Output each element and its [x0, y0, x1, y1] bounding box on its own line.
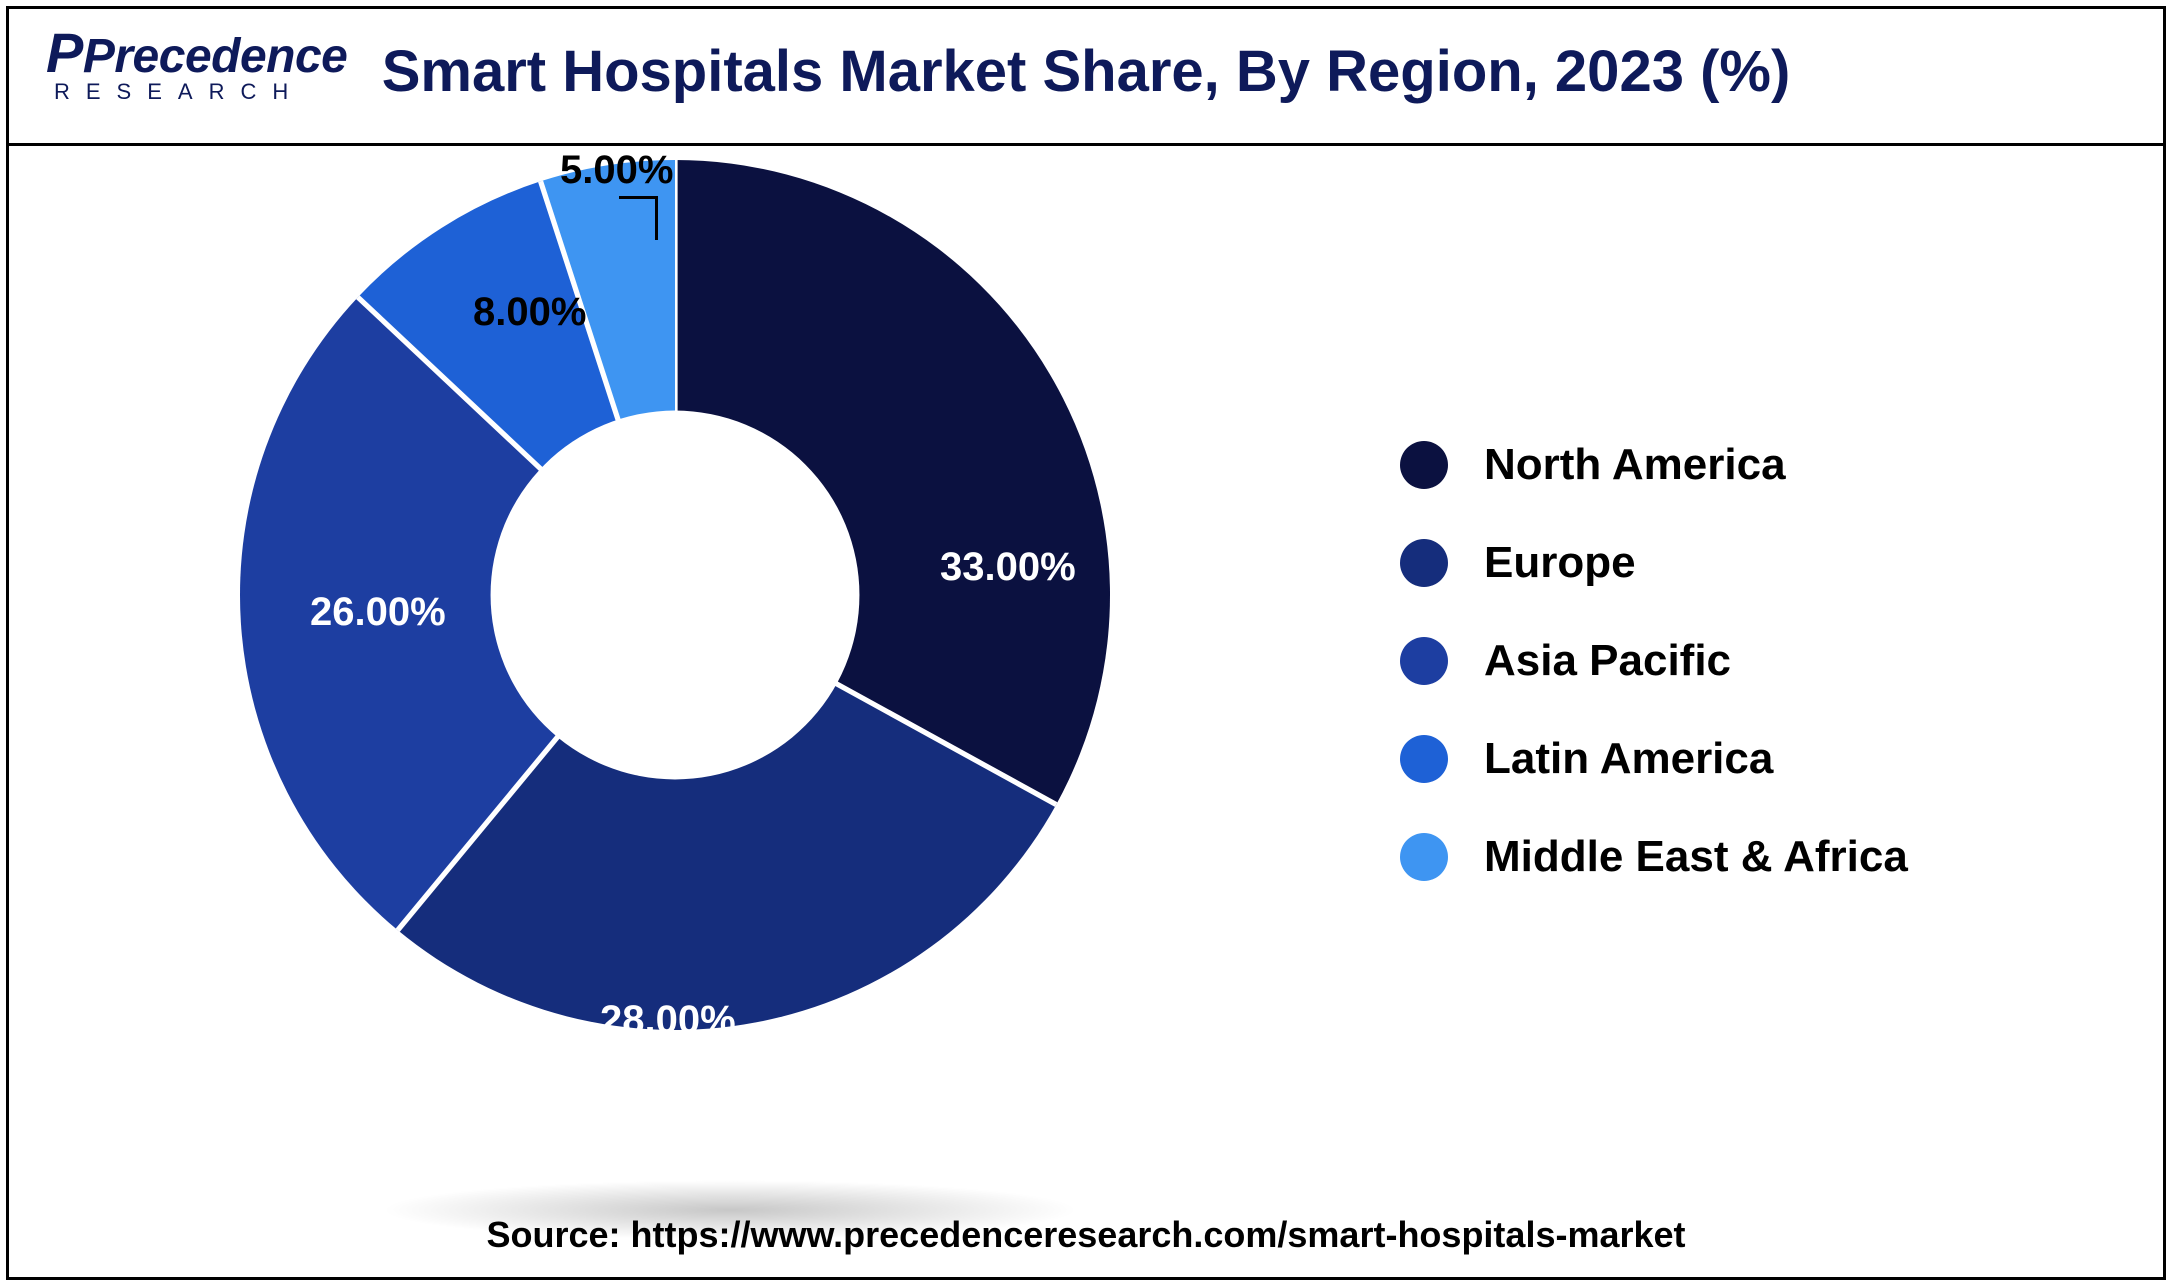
legend-item: Europe — [1400, 538, 1908, 588]
legend-dot — [1400, 637, 1448, 685]
legend-dot — [1400, 441, 1448, 489]
legend-dot — [1400, 539, 1448, 587]
leader-line — [655, 196, 658, 240]
slice-value-label: 33.00% — [940, 545, 1076, 590]
leader-tick — [619, 196, 655, 199]
legend-dot — [1400, 735, 1448, 783]
header: PPrecedence RESEARCH Smart Hospitals Mar… — [6, 6, 2166, 146]
legend-label: Latin America — [1484, 734, 1773, 784]
slice-value-label: 5.00% — [560, 148, 673, 193]
slice-value-label: 26.00% — [310, 590, 446, 635]
slice-value-label: 28.00% — [600, 998, 736, 1043]
legend-label: Europe — [1484, 538, 1636, 588]
chart-title: Smart Hospitals Market Share, By Region,… — [6, 38, 2166, 105]
legend-label: Asia Pacific — [1484, 636, 1731, 686]
donut-chart: 33.00%28.00%26.00%8.00%5.00% — [240, 160, 1110, 1160]
legend-label: North America — [1484, 440, 1786, 490]
donut-hole — [491, 411, 860, 780]
legend-item: North America — [1400, 440, 1908, 490]
legend-item: Middle East & Africa — [1400, 832, 1908, 882]
slice-value-label: 8.00% — [473, 290, 586, 335]
legend: North America Europe Asia Pacific Latin Ame… — [1400, 440, 1908, 882]
legend-item: Asia Pacific — [1400, 636, 1908, 686]
source-text: Source: https://www.precedenceresearch.c… — [0, 1214, 2172, 1256]
legend-item: Latin America — [1400, 734, 1908, 784]
legend-label: Middle East & Africa — [1484, 832, 1908, 882]
legend-dot — [1400, 833, 1448, 881]
